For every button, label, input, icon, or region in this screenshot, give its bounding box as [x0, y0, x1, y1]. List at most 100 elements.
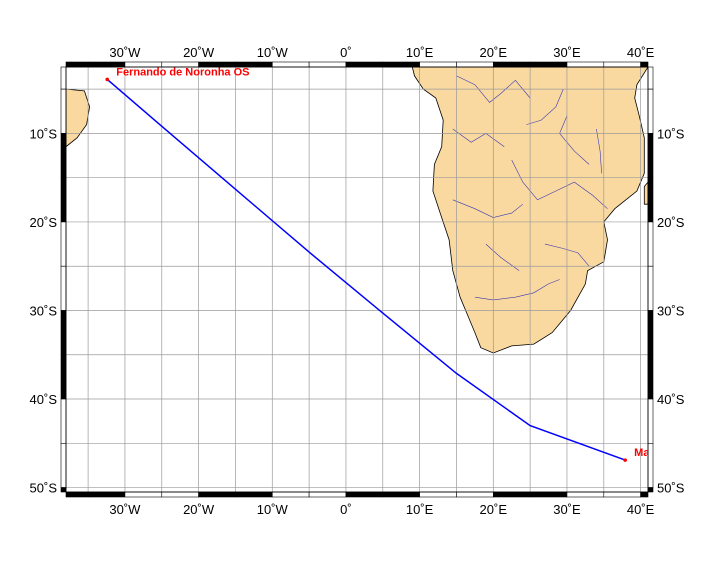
river-layer [452, 75, 608, 301]
frame-band-left [60, 177, 67, 223]
lat-tick-label-right: 30˚S [657, 303, 685, 318]
lat-tick-label-right: 20˚S [657, 215, 685, 230]
frame-band-bottom [492, 491, 531, 498]
route-layer [106, 78, 626, 461]
frame-band-right [647, 88, 654, 134]
frame-band-top [529, 61, 568, 68]
frame-band-left [60, 133, 67, 178]
frame-band-bottom [419, 491, 457, 498]
lat-tick-label-right: 40˚S [657, 392, 685, 407]
river [474, 279, 560, 301]
frame-band-right [647, 310, 654, 356]
frame-band-bottom [235, 491, 273, 498]
river [544, 243, 590, 267]
frame-band-left [60, 221, 67, 267]
river [596, 128, 602, 174]
frame-band-top [382, 61, 420, 68]
lat-tick-label-left: 30˚S [30, 303, 58, 318]
landmass-madagascar [643, 181, 648, 205]
lat-tick-label-left: 40˚S [30, 392, 58, 407]
station-label: Ma [634, 447, 650, 459]
frame-band-right [647, 221, 654, 267]
frame-band-top [492, 61, 531, 68]
frame-band-left [60, 354, 67, 400]
frame-band-bottom [382, 491, 420, 498]
frame-band-bottom [198, 491, 236, 498]
frame-band-bottom [640, 491, 649, 498]
frame-band-right [647, 354, 654, 400]
frame-band-right [647, 487, 654, 493]
frame-band-top [603, 61, 641, 68]
map-frame [60, 61, 654, 498]
frame-band-bottom [529, 491, 568, 498]
lon-tick-label-bottom: 10˚E [406, 502, 434, 517]
station-label: Fernando de Noronha OS [116, 66, 249, 78]
frame-band-bottom [345, 491, 384, 498]
landmass-brazil [66, 88, 91, 148]
frame-band-bottom [308, 491, 347, 498]
lat-tick-label-left: 10˚S [30, 126, 58, 141]
graticule [66, 67, 648, 492]
frame-band-top [566, 61, 605, 68]
lon-tick-label-bottom: 40˚E [627, 502, 655, 517]
frame-band-bottom [87, 491, 126, 498]
river [526, 88, 564, 125]
frame-band-right [647, 265, 654, 311]
frame-band-top [456, 61, 494, 68]
landmass-africa [386, 67, 648, 354]
station-layer: Fernando de Noronha OS Ma [105, 66, 650, 462]
lon-tick-label-bottom: 20˚E [480, 502, 508, 517]
plot-border [65, 66, 649, 493]
route-line [106, 78, 626, 461]
river [456, 75, 531, 103]
lat-tick-label-right: 50˚S [657, 481, 685, 496]
frame-band-right [647, 443, 654, 488]
river [452, 128, 505, 147]
frame-band-left [60, 88, 67, 134]
frame-band-left [60, 443, 67, 488]
frame-band-right [647, 398, 654, 444]
frame-band-left [60, 265, 67, 311]
lon-tick-label-top: 10˚W [257, 45, 289, 60]
lat-tick-label-left: 50˚S [30, 481, 58, 496]
frame-band-top [271, 61, 310, 68]
frame-band-top [308, 61, 347, 68]
frame-band-top [640, 61, 649, 68]
frame-band-top [345, 61, 384, 68]
lat-tick-label-right: 10˚S [657, 126, 685, 141]
frame-band-bottom [271, 491, 310, 498]
lat-tick-label-left: 20˚S [30, 215, 58, 230]
frame-band-bottom [65, 491, 89, 498]
lon-tick-label-bottom: 30˚E [553, 502, 581, 517]
lon-tick-label-bottom: 20˚W [183, 502, 215, 517]
frame-band-bottom [566, 491, 605, 498]
frame-band-bottom [603, 491, 641, 498]
lon-tick-label-bottom: 10˚W [257, 502, 289, 517]
frame-band-left [60, 310, 67, 356]
lon-tick-label-top: 40˚E [627, 45, 655, 60]
frame-band-right [647, 133, 654, 178]
river [511, 159, 608, 209]
frame-band-bottom [456, 491, 494, 498]
lon-tick-label-bottom: 0˚ [340, 502, 352, 517]
lon-tick-label-top: 20˚W [183, 45, 215, 60]
axis-labels: 30˚W 30˚W 20˚W 20˚W 10˚W 10˚W 0˚ 0˚ 10˚E 10˚E 20˚E… [30, 45, 685, 517]
lon-tick-label-top: 0˚ [340, 45, 352, 60]
lon-tick-label-top: 10˚E [406, 45, 434, 60]
frame-band-right [647, 177, 654, 223]
lon-tick-label-top: 30˚E [553, 45, 581, 60]
frame-band-left [60, 487, 67, 493]
frame-band-top [419, 61, 457, 68]
lon-tick-label-top: 20˚E [480, 45, 508, 60]
frame-band-bottom [161, 491, 199, 498]
lon-tick-label-top: 30˚W [109, 45, 141, 60]
land-layer [66, 67, 648, 354]
frame-band-left [60, 66, 67, 90]
frame-band-left [60, 398, 67, 444]
frame-band-top [65, 61, 89, 68]
station-marker [623, 458, 627, 462]
frame-band-bottom [124, 491, 163, 498]
frame-band-right [647, 66, 654, 90]
station-marker [105, 77, 110, 82]
